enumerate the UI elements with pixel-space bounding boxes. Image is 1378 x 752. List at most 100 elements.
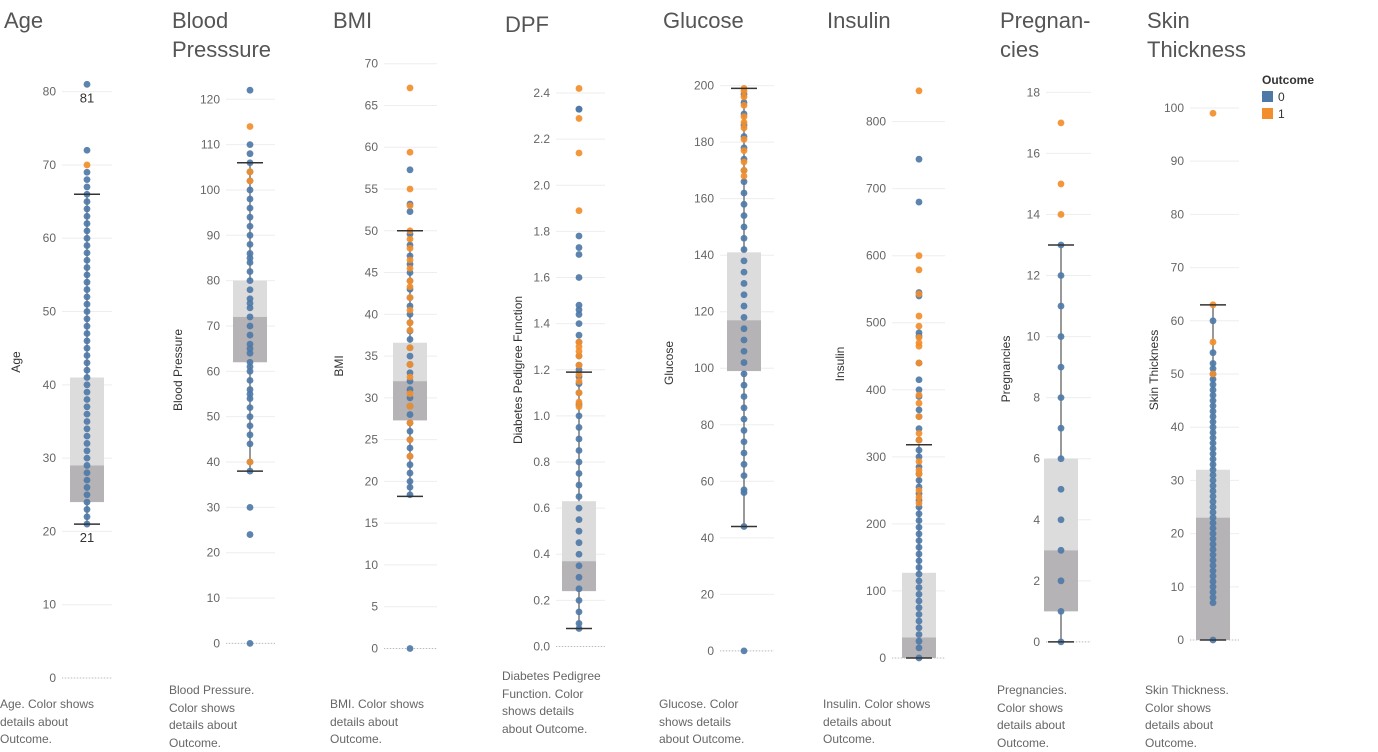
data-point-outcome-0 [406, 427, 414, 435]
data-point-outcome-0 [1209, 450, 1217, 458]
data-point-outcome-1 [740, 166, 748, 174]
chart-title-age: Age [4, 8, 44, 33]
data-point-outcome-0 [1209, 477, 1217, 484]
y-tick-label: 80 [43, 85, 57, 99]
data-point-outcome-0 [740, 427, 748, 434]
data-point-outcome-0 [915, 557, 923, 565]
legend-swatch-0 [1262, 91, 1273, 102]
chart-insulin: 0 100 200 300 400 500 600 700 800 [866, 87, 945, 665]
data-point-outcome-0 [246, 86, 254, 94]
data-point-outcome-0 [246, 259, 254, 266]
data-point-outcome-0 [575, 608, 583, 616]
legend-item-1[interactable]: 1 [1262, 105, 1314, 122]
data-point-outcome-0 [1057, 272, 1065, 279]
data-point-outcome-0 [83, 220, 91, 227]
data-point-outcome-0 [740, 472, 748, 480]
data-point-outcome-0 [83, 498, 91, 506]
data-point-outcome-0 [575, 274, 583, 281]
data-point-outcome-0 [83, 432, 91, 440]
data-point-outcome-1 [1209, 109, 1217, 117]
data-point-outcome-0 [406, 335, 414, 343]
data-point-outcome-0 [246, 304, 254, 312]
data-point-outcome-0 [246, 240, 254, 248]
data-point-outcome-0 [575, 550, 583, 558]
data-point-outcome-0 [83, 300, 91, 308]
y-tick-label: 180 [694, 135, 714, 149]
data-point-outcome-0 [575, 331, 583, 339]
data-point-outcome-1 [915, 87, 923, 95]
title-blood-pressure-part2: Presssure [172, 37, 272, 62]
data-point-outcome-1 [740, 158, 748, 166]
data-point-outcome-0 [83, 513, 91, 521]
y-tick-label: 800 [866, 115, 886, 129]
data-point-outcome-0 [83, 418, 91, 425]
data-point-outcome-0 [1209, 391, 1217, 399]
data-point-outcome-1 [915, 359, 923, 367]
data-point-outcome-0 [83, 454, 91, 462]
data-point-outcome-0 [915, 584, 923, 591]
y-tick-label: 1.8 [533, 224, 550, 238]
data-point-outcome-0 [915, 550, 923, 558]
data-point-outcome-0 [1209, 567, 1217, 575]
y-tick-label: 15 [365, 516, 379, 530]
data-point-outcome-1 [740, 113, 748, 121]
data-point-outcome-0 [1209, 583, 1217, 591]
data-point-outcome-0 [83, 315, 91, 323]
data-point-outcome-0 [83, 264, 91, 271]
data-point-outcome-0 [915, 198, 923, 206]
data-point-outcome-1 [915, 399, 923, 407]
data-point-outcome-0 [83, 462, 91, 469]
data-point-outcome-1 [740, 101, 748, 109]
data-point-outcome-1 [575, 403, 583, 411]
data-point-outcome-0 [575, 481, 583, 489]
data-point-outcome-0 [575, 562, 583, 570]
data-point-outcome-0 [83, 205, 91, 213]
data-point-outcome-0 [740, 223, 748, 231]
data-point-outcome-0 [575, 311, 583, 318]
data-point-outcome-0 [740, 257, 748, 265]
legend-item-0[interactable]: 0 [1262, 88, 1314, 105]
data-point-outcome-1 [406, 244, 414, 252]
data-point-outcome-0 [915, 543, 923, 551]
data-point-outcome-0 [575, 232, 583, 240]
data-point-outcome-0 [575, 620, 583, 627]
y-tick-label: 80 [207, 274, 221, 288]
chart-glucose: 0 20 40 60 80 100 120 140 160 180 200 [694, 79, 774, 658]
data-point-outcome-0 [575, 320, 583, 328]
data-point-outcome-0 [1209, 540, 1217, 548]
data-point-outcome-0 [406, 477, 414, 485]
data-point-outcome-0 [83, 256, 91, 264]
chart-title-glucose: Glucose [663, 8, 744, 33]
data-point-outcome-0 [1209, 381, 1217, 389]
data-point-outcome-0 [406, 208, 414, 215]
data-point-outcome-0 [740, 280, 748, 287]
caption-blood-pressure: Blood Pressure. Color shows details abou… [169, 683, 255, 750]
data-point-outcome-0 [1209, 439, 1217, 447]
y-tick-label: 200 [866, 517, 886, 531]
data-point-outcome-1 [915, 290, 923, 298]
data-point-outcome-0 [915, 510, 923, 518]
y-tick-label: 60 [43, 231, 57, 245]
caption-pregnancies: Pregnancies. Color shows details about O… [997, 683, 1068, 750]
data-point-outcome-0 [246, 213, 254, 221]
data-point-outcome-1 [575, 115, 583, 122]
y-tick-label: 100 [694, 361, 714, 375]
data-point-outcome-1 [406, 294, 414, 302]
chart-skin-thickness: 0 10 20 30 40 50 60 70 80 90 100 [1164, 101, 1239, 647]
data-point-outcome-0 [740, 393, 748, 400]
data-point-outcome-0 [83, 425, 91, 433]
data-point-outcome-0 [1057, 577, 1065, 585]
data-point-outcome-0 [740, 438, 748, 446]
data-point-outcome-0 [83, 249, 91, 257]
data-point-outcome-0 [915, 537, 923, 545]
data-point-outcome-0 [740, 234, 748, 242]
data-point-outcome-0 [246, 531, 254, 538]
data-point-outcome-0 [246, 440, 254, 448]
data-point-outcome-0 [406, 645, 414, 652]
y-tick-label: 70 [365, 57, 379, 71]
y-tick-label: 40 [701, 531, 715, 545]
chart-title-pregnancies: Pregnan- cies [1000, 8, 1091, 62]
y-tick-label: 50 [365, 224, 379, 238]
data-point-outcome-0 [740, 313, 748, 321]
data-point-outcome-1 [406, 283, 414, 291]
